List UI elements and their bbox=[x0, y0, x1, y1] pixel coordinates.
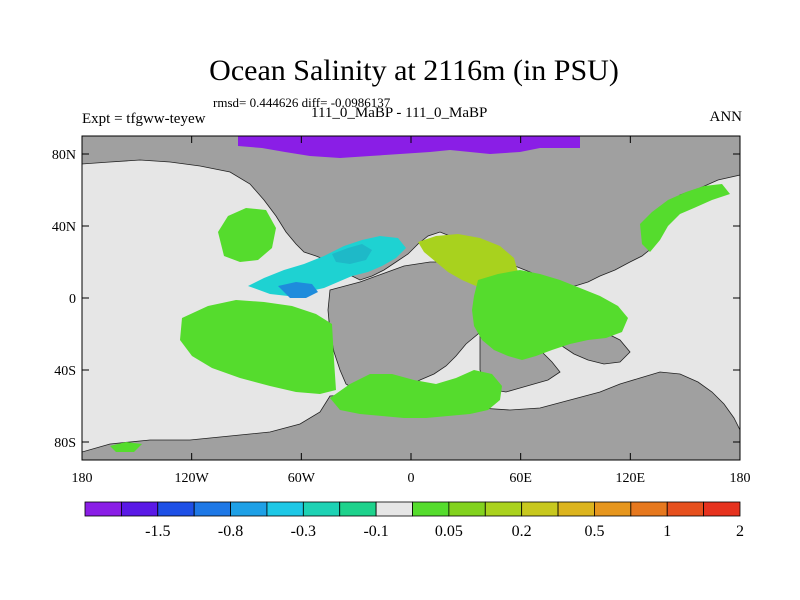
colorbar-swatch bbox=[302, 501, 341, 517]
colorbar-label: 0.5 bbox=[584, 523, 604, 540]
region-south-atlantic-green bbox=[330, 370, 502, 418]
x-tick-label: 180 bbox=[730, 471, 751, 486]
stats-line: rmsd= 0.444626 diff= -0.0986137 bbox=[213, 95, 391, 110]
region-tropical-atlantic-blue bbox=[278, 282, 318, 298]
colorbar-swatch bbox=[557, 501, 595, 517]
experiment-label: Expt = tfgww-teyew bbox=[82, 111, 206, 127]
colorbar: -1.5 -0.8 -0.3 -0.1 0.05 0.2 0.5 1 2 bbox=[84, 501, 744, 540]
colorbar-swatch bbox=[666, 501, 705, 517]
axes: 180 120W 60W 0 60E 120E 180 80N 40N 0 40S 80S bbox=[52, 136, 751, 486]
region-south-pacific-green bbox=[180, 300, 336, 394]
colorbar-label: 0.05 bbox=[435, 523, 463, 540]
region-nw-atlantic-green bbox=[218, 208, 276, 262]
colorbar-label: -1.5 bbox=[145, 523, 170, 540]
colorbar-swatch bbox=[230, 501, 268, 517]
colorbar-label: -0.8 bbox=[218, 523, 243, 540]
y-tick-label: 80N bbox=[52, 148, 76, 163]
y-tick-label: 40S bbox=[54, 364, 76, 379]
colorbar-swatch bbox=[157, 501, 195, 517]
colorbar-swatch bbox=[594, 501, 632, 517]
colorbar-swatch bbox=[266, 501, 304, 517]
colorbar-swatch bbox=[120, 501, 159, 517]
case-label: 111_0_MaBP - 111_0_MaBP bbox=[311, 105, 488, 121]
region-tropical-atlantic-teal bbox=[332, 244, 372, 264]
colorbar-swatch bbox=[484, 501, 523, 517]
y-tick-label: 0 bbox=[69, 292, 76, 307]
x-tick-label: 120W bbox=[175, 471, 210, 486]
colorbar-swatch bbox=[375, 501, 413, 517]
region-arctic-purple bbox=[238, 136, 580, 158]
colorbar-swatch bbox=[630, 501, 668, 517]
colorbar-label: 0.2 bbox=[512, 523, 532, 540]
colorbar-label: -0.3 bbox=[291, 523, 316, 540]
region-mid-green bbox=[472, 270, 628, 360]
colorbar-swatch bbox=[339, 501, 377, 517]
colorbar-label: -0.1 bbox=[363, 523, 388, 540]
colorbar-label: 1 bbox=[663, 523, 671, 540]
colorbar-swatch bbox=[193, 501, 231, 517]
colorbar-swatch bbox=[703, 501, 741, 517]
colorbar-swatch bbox=[521, 501, 559, 517]
field-values bbox=[110, 136, 730, 452]
x-tick-label: 180 bbox=[72, 471, 93, 486]
colorbar-swatch bbox=[412, 501, 450, 517]
x-tick-label: 0 bbox=[408, 471, 415, 486]
x-tick-label: 60E bbox=[509, 471, 532, 486]
season-label: ANN bbox=[709, 109, 743, 125]
y-tick-label: 40N bbox=[52, 220, 76, 235]
chart-title: Ocean Salinity at 2116m (in PSU) bbox=[209, 54, 619, 87]
region-west-pacific-green bbox=[640, 184, 730, 252]
region-far-south-green bbox=[110, 442, 142, 452]
y-tick-label: 80S bbox=[54, 436, 76, 451]
x-tick-label: 120E bbox=[616, 471, 646, 486]
x-tick-label: 60W bbox=[288, 471, 316, 486]
region-mid-yellowgreen bbox=[418, 234, 518, 288]
colorbar-swatch bbox=[448, 501, 486, 517]
colorbar-label: 2 bbox=[736, 523, 744, 540]
colorbar-swatch bbox=[84, 501, 122, 517]
